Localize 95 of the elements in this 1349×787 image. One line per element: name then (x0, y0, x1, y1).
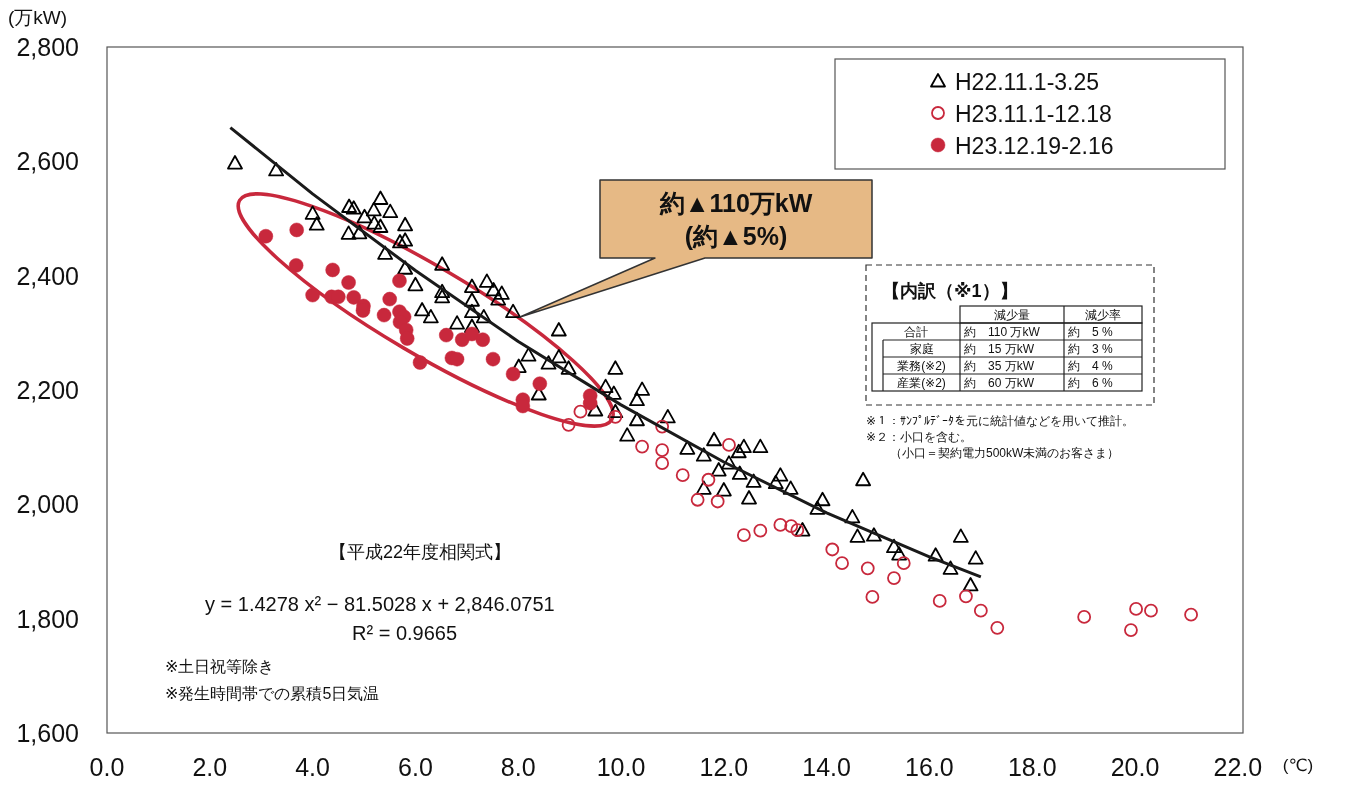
point (382, 291, 397, 307)
annotation: ※土日祝等除き (165, 658, 275, 675)
point (412, 355, 428, 370)
x-axis-title: (℃) (1282, 756, 1314, 775)
point (399, 331, 415, 346)
annotation: ※発生時間帯での累積5日気温 (165, 685, 380, 702)
x-tick-label: 18.0 (1007, 753, 1057, 781)
point (896, 556, 911, 571)
point (505, 366, 521, 382)
annotation: 家庭 (909, 342, 934, 356)
point (485, 351, 501, 367)
y-tick-label: 2,000 (16, 490, 79, 519)
y-tick-label: 1,600 (16, 719, 79, 747)
annotation: 業務(※2) (897, 359, 946, 373)
point (887, 571, 901, 585)
legend-label: H23.11.1-12.18 (955, 101, 1112, 127)
point (710, 494, 725, 509)
point (1184, 607, 1198, 622)
annotation: 約 35 万kW (964, 359, 1035, 373)
y-axis-title: (万kW) (8, 7, 68, 28)
annotation: 約 15 万kW (964, 342, 1035, 356)
x-tick-label: 20.0 (1110, 753, 1160, 781)
legend-label: H22.11.1-3.25 (955, 69, 1100, 95)
point (990, 620, 1005, 635)
x-tick-label: 2.0 (192, 753, 228, 781)
point (690, 492, 705, 507)
point (561, 417, 576, 432)
annotation: R² = 0.9665 (352, 622, 458, 644)
point (753, 523, 768, 538)
point (305, 287, 320, 303)
point (932, 594, 947, 608)
point (346, 290, 361, 305)
x-tick-label: 6.0 (398, 753, 433, 781)
point (475, 332, 490, 347)
point (973, 603, 988, 618)
annotation: 約 60 万kW (964, 376, 1035, 390)
annotation: 減少率 (1085, 308, 1121, 322)
annotation: 減少量 (994, 308, 1030, 322)
x-tick-label: 4.0 (295, 753, 330, 781)
y-tick-label: 2,200 (16, 376, 79, 404)
point (288, 258, 304, 273)
point (341, 275, 356, 290)
point (1129, 602, 1143, 616)
point (439, 327, 454, 343)
annotation: 【内訳（※1）】 (882, 281, 1018, 301)
point (655, 456, 670, 471)
x-tick-label: 0.0 (89, 753, 125, 781)
point (464, 326, 480, 342)
point (701, 472, 716, 487)
point (1144, 603, 1158, 618)
x-tick-label: 16.0 (905, 753, 954, 781)
point (736, 528, 751, 543)
point (1124, 623, 1138, 637)
x-tick-label: 8.0 (500, 753, 536, 781)
annotation: y = 1.4278 x² − 81.5028 x + 2,846.0751 (205, 593, 555, 615)
annotation: ※１：ｻﾝﾌﾟﾙﾃﾞｰﾀを元に統計値などを用いて推計。 (866, 414, 1135, 428)
point (722, 437, 736, 452)
point (835, 556, 849, 571)
x-tick-label: 12.0 (699, 753, 749, 781)
annotation: 約▲110万kW (約▲5%) (658, 189, 813, 250)
legend-label: H23.12.19-2.16 (955, 133, 1114, 159)
point (860, 561, 875, 576)
y-tick-label: 1,800 (16, 604, 79, 633)
point (675, 468, 690, 483)
point (532, 376, 548, 391)
point (376, 307, 392, 323)
point (1077, 610, 1092, 624)
point (289, 222, 304, 238)
point (325, 262, 340, 278)
point (573, 404, 588, 419)
annotation: 約 4 % (1068, 359, 1114, 373)
annotation: ※２：小口を含む。 (866, 430, 973, 444)
annotation: 【平成22年度相関式】 (328, 542, 512, 562)
annotation: 約 5 % (1068, 325, 1114, 339)
annotation: 合計 (904, 325, 928, 339)
y-tick-label: 2,400 (16, 261, 79, 290)
point (959, 589, 973, 604)
point (392, 273, 407, 289)
y-tick-label: 2,800 (16, 33, 79, 61)
annotation: 約 110 万kW (964, 325, 1041, 339)
point (608, 409, 623, 424)
point (635, 439, 649, 454)
annotation: （小口＝契約電力500kW未満のお客さま） (890, 446, 1120, 460)
point (790, 523, 805, 537)
x-tick-label: 10.0 (596, 753, 646, 781)
annotation: 約 3 % (1068, 342, 1114, 356)
x-tick-label: 22.0 (1213, 753, 1263, 781)
x-tick-label: 14.0 (802, 753, 851, 781)
point (655, 443, 670, 457)
annotation: 産業(※2) (897, 376, 946, 390)
point (865, 590, 880, 604)
point (258, 228, 274, 244)
annotation: 約 6 % (1068, 376, 1114, 390)
y-tick-label: 2,600 (16, 147, 79, 176)
point (825, 542, 840, 557)
